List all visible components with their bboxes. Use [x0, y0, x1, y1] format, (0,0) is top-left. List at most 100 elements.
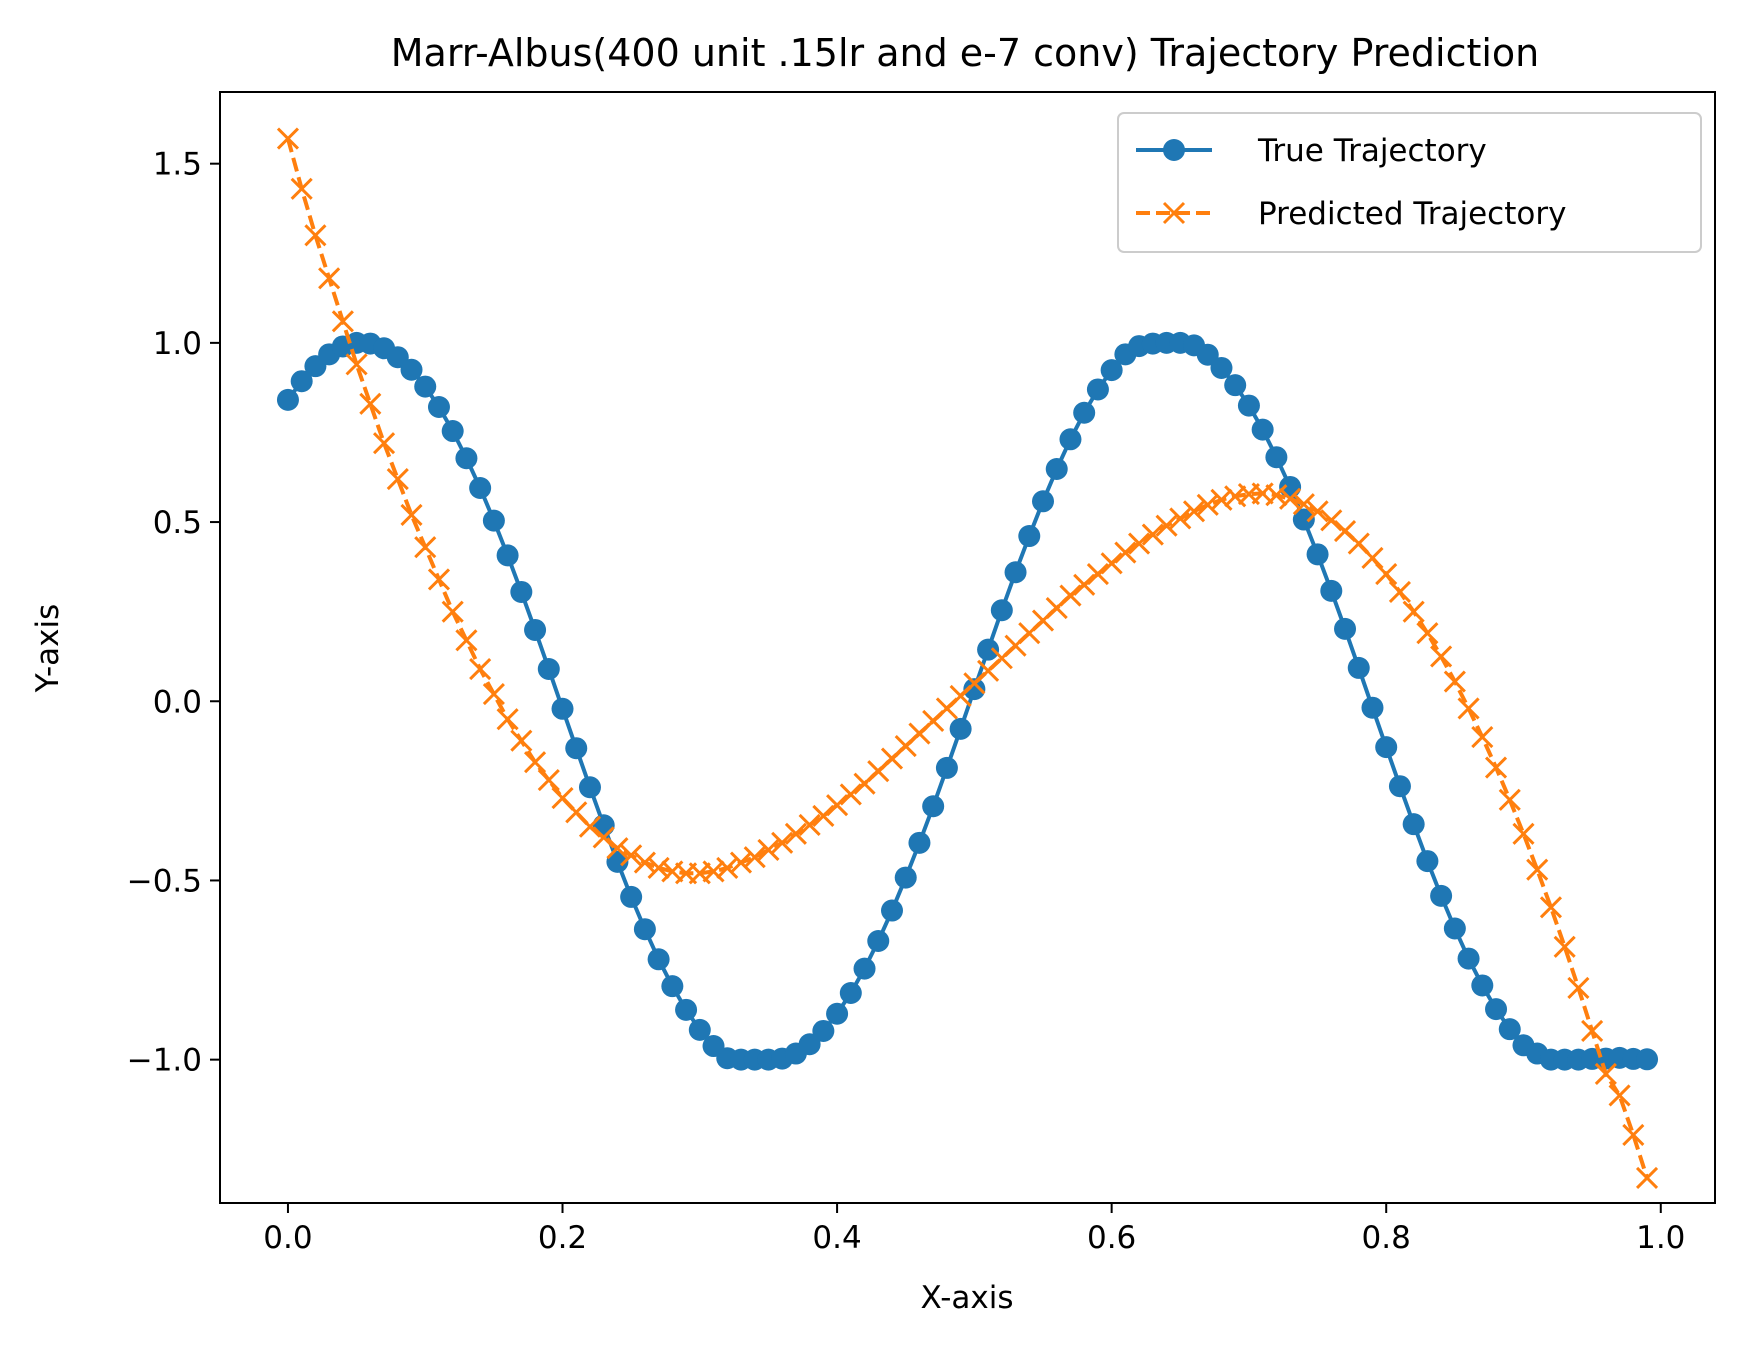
data-point [496, 708, 519, 731]
data-point [1224, 374, 1247, 397]
data-point [414, 375, 437, 398]
legend-label-true-trajectory: True Trajectory [1257, 133, 1487, 169]
data-point [1457, 697, 1480, 720]
data-point [482, 509, 505, 532]
data-point [922, 795, 945, 818]
data-point [1471, 974, 1494, 997]
data-point [1169, 507, 1192, 530]
data-point [414, 536, 437, 559]
data-point [1608, 1084, 1631, 1107]
data-point [1388, 580, 1412, 604]
legend: True Trajectory Predicted Trajectory [1117, 112, 1702, 253]
data-point [729, 851, 753, 874]
data-point [400, 358, 423, 381]
data-point [1347, 656, 1370, 679]
data-point [977, 638, 1000, 661]
data-point [1567, 976, 1590, 1000]
data-point [1361, 696, 1384, 719]
data-point [853, 957, 876, 980]
x-tick-label: 0.0 [263, 1220, 312, 1256]
data-point [1196, 343, 1219, 366]
data-point [510, 580, 533, 603]
data-point [1073, 401, 1096, 424]
data-point [990, 599, 1013, 622]
data-point [839, 783, 862, 806]
data-point [1018, 525, 1041, 548]
data-point [743, 846, 766, 869]
data-point [524, 751, 547, 774]
data-point [482, 683, 505, 706]
data-point [1086, 562, 1109, 586]
data-point [1430, 884, 1453, 907]
data-point [1539, 896, 1563, 919]
data-point [1361, 546, 1384, 569]
data-point [606, 837, 629, 860]
y-tick-label: 0.5 [153, 505, 202, 541]
data-point [1443, 670, 1466, 693]
data-point [688, 1018, 711, 1041]
data-point [1210, 356, 1233, 379]
data-point [702, 860, 725, 883]
data-point [1251, 418, 1274, 441]
data-point [1622, 1123, 1645, 1146]
data-point [400, 503, 423, 526]
data-point [1553, 935, 1576, 958]
data-point [620, 844, 643, 867]
data-point [455, 629, 478, 652]
data-point [290, 370, 313, 393]
data-point [372, 432, 396, 455]
data-point [1292, 508, 1315, 531]
data-point [1182, 500, 1206, 523]
data-point [1471, 726, 1494, 749]
data-point [935, 756, 958, 779]
data-point [345, 353, 368, 376]
data-point [1086, 378, 1109, 401]
data-point [1402, 600, 1425, 623]
data-point [1004, 561, 1027, 584]
data-point [1265, 446, 1288, 469]
data-point [963, 678, 986, 701]
data-point [1292, 493, 1315, 516]
data-point [1320, 579, 1343, 602]
data-point [386, 467, 409, 491]
data-point [1430, 645, 1453, 668]
legend-label-predicted-trajectory: Predicted Trajectory [1258, 196, 1566, 232]
data-point [1279, 475, 1302, 498]
data-point [908, 831, 931, 854]
data-point [1484, 756, 1508, 779]
y-tick-label: 1.0 [153, 326, 202, 362]
data-point [620, 885, 643, 908]
data-point [1141, 523, 1164, 546]
data-point [1306, 543, 1329, 566]
data-point [1375, 736, 1398, 759]
data-point [565, 737, 588, 760]
y-axis-label: Y-axis [30, 604, 66, 694]
x-tick-label: 0.4 [812, 1220, 861, 1256]
data-point [1485, 998, 1508, 1021]
data-point [592, 826, 615, 849]
data-point [1196, 493, 1219, 516]
data-point [1155, 514, 1178, 537]
y-tick-label: 1.5 [153, 147, 202, 183]
data-point [675, 998, 698, 1021]
data-point [441, 420, 464, 443]
x-axis-label: X-axis [921, 1280, 1014, 1316]
series-line-true-trajectory [286, 340, 1648, 1062]
data-point [1402, 813, 1425, 836]
data-point [1265, 484, 1288, 507]
legend-marker-predicted-trajectory [1162, 201, 1186, 225]
data-point [1210, 488, 1233, 511]
data-point [1306, 500, 1329, 523]
data-point [1128, 532, 1151, 555]
data-point [427, 568, 451, 591]
chart-title: Marr-Albus(400 unit .15lr and e-7 conv) … [391, 31, 1540, 75]
data-point [469, 657, 492, 681]
data-point [661, 975, 684, 998]
data-point [578, 815, 602, 838]
data-point [1059, 584, 1082, 607]
plot-area [220, 92, 1715, 1203]
data-point [1512, 822, 1535, 845]
data-point [359, 392, 382, 415]
data-point [1416, 850, 1439, 873]
